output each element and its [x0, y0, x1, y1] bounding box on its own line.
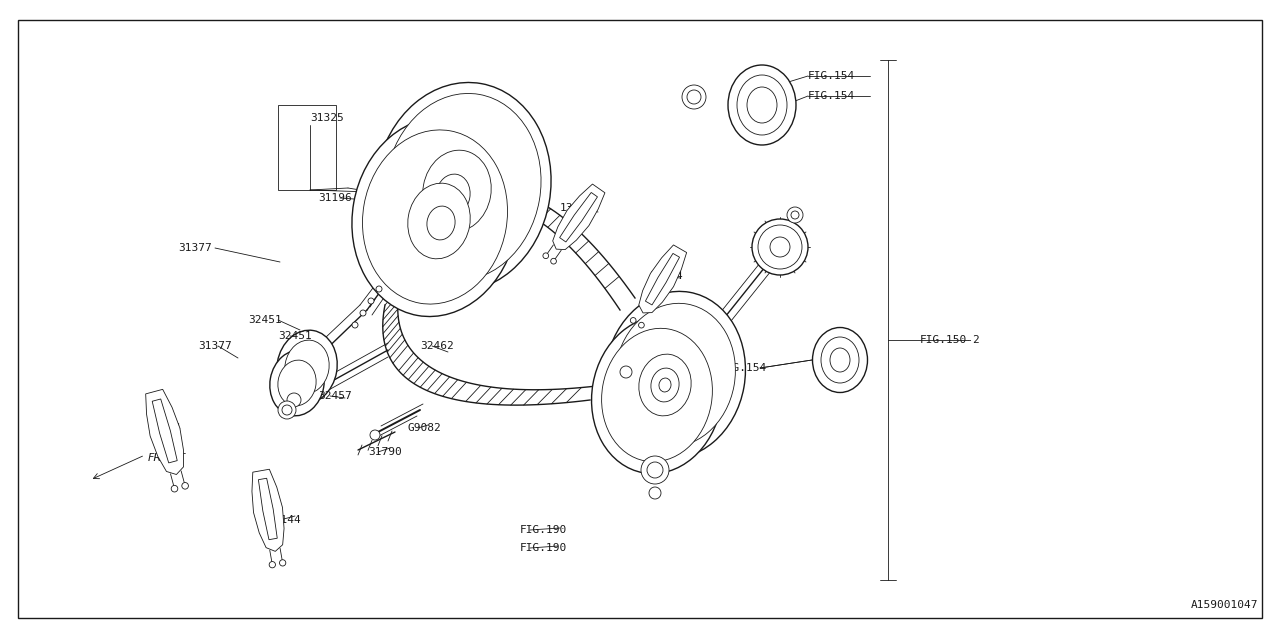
Circle shape	[639, 323, 644, 328]
Circle shape	[771, 237, 790, 257]
Text: 32457: 32457	[317, 391, 352, 401]
Ellipse shape	[813, 328, 868, 392]
Ellipse shape	[829, 348, 850, 372]
Text: 31196: 31196	[317, 193, 352, 203]
Circle shape	[370, 430, 380, 440]
Text: 13144: 13144	[268, 515, 302, 525]
Ellipse shape	[278, 360, 316, 406]
Ellipse shape	[604, 291, 745, 459]
Circle shape	[758, 225, 803, 269]
Ellipse shape	[639, 354, 691, 416]
Text: FRONT: FRONT	[148, 453, 186, 463]
Ellipse shape	[652, 368, 680, 402]
Ellipse shape	[820, 337, 859, 383]
Text: 32451: 32451	[248, 315, 282, 325]
Ellipse shape	[659, 378, 671, 392]
Circle shape	[543, 253, 549, 259]
Circle shape	[172, 485, 178, 492]
Ellipse shape	[375, 83, 552, 291]
Circle shape	[646, 462, 663, 478]
Circle shape	[278, 401, 296, 419]
Circle shape	[287, 393, 301, 407]
Ellipse shape	[270, 350, 324, 416]
Text: 31377: 31377	[178, 243, 211, 253]
Ellipse shape	[591, 316, 722, 474]
Text: FIG.154: FIG.154	[808, 71, 855, 81]
Ellipse shape	[352, 118, 518, 317]
Text: 13144: 13144	[561, 203, 594, 213]
Circle shape	[269, 561, 275, 568]
Circle shape	[550, 259, 557, 264]
Circle shape	[182, 483, 188, 489]
Polygon shape	[146, 389, 183, 474]
Circle shape	[649, 487, 660, 499]
Polygon shape	[553, 184, 605, 250]
Ellipse shape	[737, 75, 787, 135]
Text: 13144: 13144	[650, 271, 684, 281]
Circle shape	[352, 322, 358, 328]
Circle shape	[687, 90, 701, 104]
Text: FIG.150-2: FIG.150-2	[920, 335, 980, 345]
Polygon shape	[259, 478, 278, 540]
Text: FIG.154: FIG.154	[719, 363, 767, 373]
Circle shape	[682, 85, 707, 109]
Polygon shape	[639, 245, 686, 313]
Circle shape	[753, 219, 808, 275]
Text: 31377: 31377	[198, 341, 232, 351]
Circle shape	[620, 366, 632, 378]
Polygon shape	[252, 469, 284, 552]
Ellipse shape	[748, 87, 777, 123]
Circle shape	[791, 211, 799, 219]
Ellipse shape	[728, 65, 796, 145]
Text: A159001047: A159001047	[1190, 600, 1258, 610]
Ellipse shape	[408, 183, 470, 259]
Text: 0104S: 0104S	[657, 363, 690, 373]
Text: 32462: 32462	[420, 341, 453, 351]
Ellipse shape	[602, 328, 713, 461]
Circle shape	[641, 456, 669, 484]
Circle shape	[360, 310, 366, 316]
Circle shape	[282, 405, 292, 415]
Text: 31790: 31790	[369, 447, 402, 457]
Ellipse shape	[285, 340, 329, 394]
Text: 13144: 13144	[148, 423, 182, 433]
Text: FIG.190: FIG.190	[520, 525, 567, 535]
Ellipse shape	[428, 206, 456, 240]
Text: FIG.154: FIG.154	[808, 91, 855, 101]
Bar	[278, 105, 335, 190]
Polygon shape	[152, 399, 177, 463]
Circle shape	[376, 286, 381, 292]
Ellipse shape	[276, 330, 337, 404]
Circle shape	[279, 560, 285, 566]
Circle shape	[787, 207, 803, 223]
Circle shape	[369, 298, 374, 304]
Circle shape	[630, 317, 636, 323]
Polygon shape	[645, 253, 680, 305]
Ellipse shape	[614, 303, 736, 447]
Text: 32451: 32451	[278, 331, 312, 341]
Text: FIG.190: FIG.190	[520, 543, 567, 553]
Text: G9082: G9082	[408, 423, 442, 433]
Polygon shape	[559, 193, 598, 242]
Ellipse shape	[385, 93, 541, 280]
Ellipse shape	[422, 150, 492, 232]
Text: 31325: 31325	[310, 113, 344, 123]
Ellipse shape	[436, 174, 470, 216]
Ellipse shape	[362, 130, 507, 304]
